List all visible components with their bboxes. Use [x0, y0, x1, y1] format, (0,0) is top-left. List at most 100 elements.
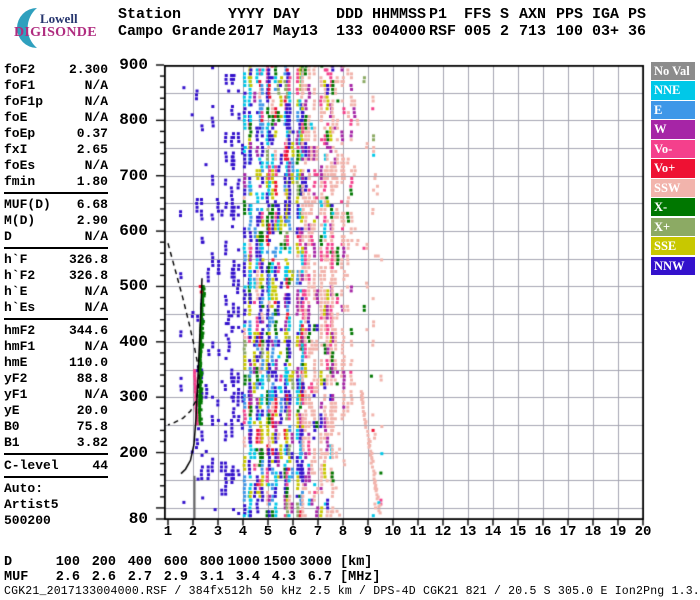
param-divider: [4, 192, 108, 194]
dmuf-value: 600: [163, 555, 188, 570]
param-label: MUF(D): [4, 197, 51, 212]
legend-item-nne: NNE: [651, 81, 695, 100]
x-axis-label-6: 6: [288, 524, 298, 540]
header-col-station: Station Campo Grande: [118, 6, 228, 40]
x-axis-label-9: 9: [363, 524, 373, 540]
param-row-hf2: h`F2 326.8: [4, 268, 108, 284]
param-row-foes: foEs N/A: [4, 158, 108, 174]
dmuf-value: 3.4: [235, 569, 260, 585]
header-value: 36: [628, 23, 647, 40]
param-divider: [4, 318, 108, 320]
header-label: YYYY: [228, 6, 265, 23]
x-axis-label-3: 3: [213, 524, 223, 540]
dmuf-value: 400: [127, 555, 152, 570]
param-row-fof1: foF1 N/A: [4, 78, 108, 94]
y-axis-label-600: 600: [119, 222, 148, 240]
param-label: Artist5: [4, 497, 59, 512]
header-col-day: DAY May13: [273, 6, 336, 40]
header-label: AXN: [519, 6, 547, 23]
param-label: hmF1: [4, 339, 36, 354]
legend-item-x-: X-: [651, 198, 695, 217]
header-label: FFS: [464, 6, 492, 23]
header-value: 713: [519, 23, 547, 40]
x-axis-label-4: 4: [238, 524, 248, 540]
param-value: 110.0: [68, 355, 108, 370]
header-label: DAY: [273, 6, 301, 23]
param-row-d: D N/A: [4, 229, 108, 245]
y-axis-label-500: 500: [119, 277, 148, 295]
param-value: N/A: [84, 158, 108, 173]
header-col-ps: PS 36: [628, 6, 658, 40]
param-row-fxi: fxI 2.65: [4, 142, 108, 158]
param-value: 88.8: [76, 371, 108, 386]
param-row-yf2: yF2 88.8: [4, 371, 108, 387]
param-label: B0: [4, 419, 20, 434]
header-col-ddd: DDD 133: [336, 6, 372, 40]
header-col-p1: P1 RSF: [429, 6, 464, 40]
param-value: 2.90: [76, 213, 108, 228]
param-value: 326.8: [68, 268, 108, 283]
y-axis-label-400: 400: [119, 333, 148, 351]
param-value: 0.37: [76, 126, 108, 141]
param-value: N/A: [84, 339, 108, 354]
param-label: M(D): [4, 213, 36, 228]
param-label: yF1: [4, 387, 28, 402]
header-label: P1: [429, 6, 448, 23]
dmuf-value: 1500: [263, 555, 296, 570]
param-value: 44: [92, 458, 108, 473]
header-value: May13: [273, 23, 319, 40]
header-value: 004000: [372, 23, 427, 40]
x-axis-label-19: 19: [609, 524, 627, 540]
dmuf-row-d: D 100 200 400 600 800 1000 1500 3000 [km]: [4, 555, 381, 571]
param-label: hmE: [4, 355, 28, 370]
x-axis-label-12: 12: [434, 524, 452, 540]
header-value: 2: [500, 23, 510, 40]
param-divider: [4, 476, 108, 478]
y-axis-label-800: 800: [119, 111, 148, 129]
param-label: foEs: [4, 158, 36, 173]
param-row-b0: B0 75.8: [4, 419, 108, 435]
param-row-hmf1: hmF1 N/A: [4, 339, 108, 355]
param-value: N/A: [84, 110, 108, 125]
param-label: h`Es: [4, 300, 36, 315]
param-label: D: [4, 229, 12, 244]
header-label: HHMMSS: [372, 6, 427, 23]
param-label: Auto:: [4, 481, 44, 496]
param-row-hf: h`F 326.8: [4, 252, 108, 268]
param-label: h`F: [4, 252, 28, 267]
param-row-ye: yE 20.0: [4, 403, 108, 419]
param-label: hmF2: [4, 323, 36, 338]
param-row-foe: foE N/A: [4, 110, 108, 126]
legend-item-x+: X+: [651, 217, 695, 236]
logo-lowell-text: Lowell: [40, 11, 78, 26]
x-axis-label-10: 10: [384, 524, 402, 540]
dmuf-value: 800: [199, 555, 224, 570]
legend-item-ssw: SSW: [651, 178, 695, 197]
dmuf-unit: [MHz]: [340, 569, 381, 585]
y-axis-label-80: 80: [128, 510, 148, 528]
logo-digisonde-text: DIGISONDE: [14, 25, 97, 40]
param-row-fmin: fmin 1.80: [4, 174, 108, 190]
lowell-digisonde-logo: Lowell DIGISONDE: [2, 3, 117, 53]
param-value: N/A: [84, 94, 108, 109]
dmuf-label: D: [4, 555, 13, 570]
dmuf-value: 3.1: [199, 569, 224, 585]
param-row-foep: foEp 0.37: [4, 126, 108, 142]
x-axis-label-17: 17: [559, 524, 577, 540]
param-row-mufd: MUF(D) 6.68: [4, 197, 108, 213]
dmuf-value: 2.7: [127, 569, 152, 585]
param-value: N/A: [84, 229, 108, 244]
param-divider: [4, 247, 108, 249]
x-axis-label-13: 13: [459, 524, 477, 540]
param-label: foEp: [4, 126, 36, 141]
param-value: N/A: [84, 300, 108, 315]
legend-item-noval: No Val: [651, 62, 695, 81]
d-muf-table: D 100 200 400 600 800 1000 1500 3000 [km] MUF 2.6 2.…: [4, 555, 381, 585]
x-axis-label-7: 7: [313, 524, 323, 540]
param-row-fof2: foF2 2.300: [4, 62, 108, 78]
param-value: 2.65: [76, 142, 108, 157]
y-axis-label-200: 200: [119, 444, 148, 462]
header-col-pps: PPS 100: [556, 6, 592, 40]
header-col-hhmmss: HHMMSS 004000: [372, 6, 429, 40]
logo-crescent-icon: [17, 8, 37, 48]
